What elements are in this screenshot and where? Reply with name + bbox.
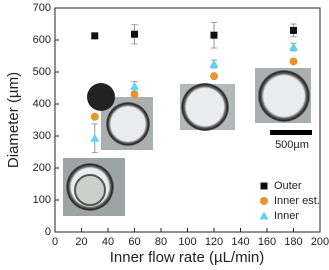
- y-tick-label: 300: [33, 130, 51, 142]
- data-point: [130, 90, 139, 99]
- data-point: [90, 133, 100, 142]
- y-axis-label: Diameter (µm): [5, 72, 22, 168]
- data-point: [289, 42, 298, 51]
- legend-label: Inner: [274, 210, 299, 222]
- x-tick-label: 140: [231, 236, 249, 248]
- data-point: [210, 31, 218, 39]
- legend-marker: [259, 211, 269, 220]
- y-tick-label: 600: [33, 34, 51, 46]
- x-axis-label: Inner flow rate (µL/min): [110, 249, 265, 266]
- x-tick-label: 20: [75, 236, 87, 248]
- x-tick-label: 60: [128, 236, 140, 248]
- scale-label: 500µm: [275, 139, 309, 151]
- data-point: [289, 57, 298, 66]
- insets: [63, 68, 312, 216]
- x-tick-label: 160: [258, 236, 276, 248]
- legend-marker: [260, 197, 268, 205]
- data-point: [130, 81, 139, 90]
- data-point: [210, 72, 218, 81]
- x-tick-label: 80: [155, 236, 167, 248]
- y-tick-label: 500: [33, 66, 51, 78]
- y-tick-label: 100: [33, 194, 51, 206]
- y-tick-label: 400: [33, 98, 51, 110]
- legend-label: Outer: [274, 180, 302, 192]
- x-tick-label: 120: [205, 236, 223, 248]
- data-point: [90, 112, 99, 121]
- x-tick-label: 100: [178, 236, 196, 248]
- x-tick-label: 0: [52, 236, 58, 248]
- legend-label: Inner est.: [274, 195, 320, 207]
- x-tick-label: 40: [102, 236, 114, 248]
- data-point: [91, 32, 99, 40]
- y-tick-label: 0: [45, 226, 51, 238]
- data-point: [290, 26, 297, 34]
- data-point: [131, 30, 138, 38]
- data-point: [209, 59, 219, 68]
- x-tick-label: 180: [284, 236, 302, 248]
- y-tick-label: 200: [33, 162, 51, 174]
- y-tick-label: 700: [33, 2, 51, 14]
- legend-marker: [260, 182, 268, 190]
- x-tick-label: 200: [311, 236, 329, 248]
